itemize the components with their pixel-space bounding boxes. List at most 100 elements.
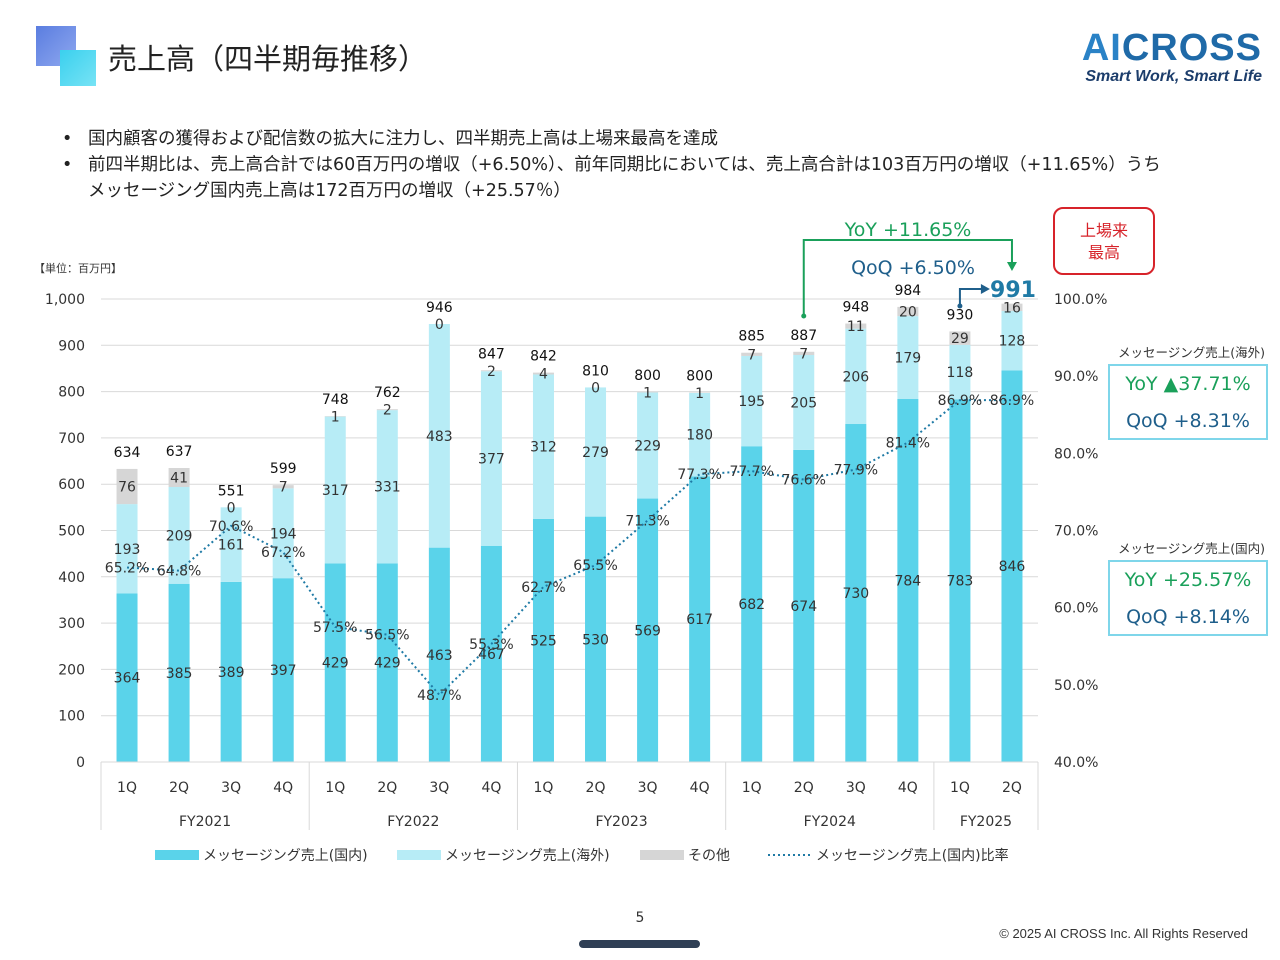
- legend-label: その他: [688, 848, 730, 864]
- overseas-bar: [585, 387, 607, 517]
- total-value-label: 948: [842, 300, 869, 316]
- ratio-value-label: 64.8%: [157, 564, 201, 580]
- total-value-label: 984: [894, 283, 921, 299]
- total-value-label: 885: [738, 329, 765, 345]
- total-value-label: 887: [790, 328, 817, 344]
- ratio-value-label: 86.9%: [938, 393, 982, 409]
- x-tick-label: 4Q: [481, 780, 501, 796]
- y2-tick-label: 70.0%: [1054, 524, 1098, 540]
- yoy-anchor-dot: [801, 313, 807, 319]
- qoq-bracket: [958, 288, 982, 306]
- legend-swatch: [640, 850, 684, 860]
- y-tick-label: 1,000: [45, 292, 85, 308]
- domestic-bar: [897, 399, 919, 762]
- axes: 01002003004005006007008009001,00040.0%50…: [45, 292, 1107, 830]
- overseas-bar: [741, 355, 763, 447]
- x-tick-label: 3Q: [638, 780, 658, 796]
- other-value-label: 1: [643, 385, 652, 401]
- domestic-value-label: 429: [322, 656, 349, 672]
- total-value-label: 748: [322, 392, 349, 408]
- ratio-value-label: 71.3%: [625, 513, 669, 529]
- y-tick-label: 200: [58, 662, 85, 678]
- total-value-label: 800: [634, 368, 661, 384]
- record-badge-line2: 最高: [1087, 243, 1120, 262]
- x-tick-label: 2Q: [794, 780, 814, 796]
- domestic-value-label: 463: [426, 648, 453, 664]
- other-bar: [116, 468, 138, 505]
- page-title: 売上高（四半期毎推移）: [108, 42, 428, 76]
- brand-logo: AICROSS Smart Work, Smart Life: [1052, 28, 1262, 86]
- y2-tick-label: 100.0%: [1054, 292, 1107, 308]
- overseas-bar: [116, 504, 138, 594]
- fiscal-year-label: FY2024: [804, 814, 856, 830]
- overseas-bar: [532, 374, 554, 519]
- ratio-value-label: 77.9%: [834, 463, 878, 479]
- y-tick-label: 900: [58, 338, 85, 354]
- y-tick-label: 400: [58, 570, 85, 586]
- ratio-value-label: 77.7%: [729, 464, 773, 480]
- overseas-value-label: 317: [322, 483, 349, 499]
- ratio-value-label: 62.7%: [521, 580, 565, 596]
- domestic-bar: [376, 563, 398, 762]
- overseas-value-label: 205: [790, 395, 817, 411]
- other-bar: [532, 372, 554, 375]
- domestic-value-label: 617: [686, 612, 713, 628]
- y-tick-label: 300: [58, 616, 85, 632]
- overseas-bar: [1001, 311, 1023, 371]
- domestic-bar: [741, 446, 763, 762]
- overseas-value-label: 209: [166, 528, 193, 544]
- overseas-bar: [689, 392, 711, 477]
- domestic-bar: [585, 516, 607, 762]
- other-bar: [376, 409, 398, 411]
- total-value-label: 810: [582, 363, 609, 379]
- ratio-value-label: 65.2%: [105, 561, 149, 577]
- other-value-label: 7: [279, 480, 288, 496]
- domestic-value-label: 364: [114, 671, 141, 687]
- other-value-label: 0: [435, 317, 444, 333]
- ratio-value-label: 76.6%: [782, 473, 826, 489]
- revenue-chart: 【単位：百万円】 3641937663465.2%3852094163764.8…: [34, 219, 1107, 864]
- domestic-value-label: 530: [582, 632, 609, 648]
- total-value-label: 946: [426, 300, 453, 316]
- fiscal-year-label: FY2022: [387, 814, 439, 830]
- total-value-label: 800: [686, 369, 713, 385]
- overseas-bar: [845, 328, 867, 425]
- overseas-value-label: 229: [634, 439, 661, 455]
- legend-swatch: [155, 850, 199, 860]
- domestic-value-label: 783: [947, 574, 974, 590]
- domestic-value-label: 682: [738, 597, 765, 613]
- y-tick-label: 700: [58, 431, 85, 447]
- overseas-value-label: 180: [686, 428, 713, 444]
- overseas-bar: [637, 392, 659, 499]
- overseas-value-label: 483: [426, 429, 453, 445]
- overseas-bar: [480, 371, 502, 546]
- grid-lines: [101, 298, 1038, 763]
- data-labels: 3641937663465.2%3852094163764.8%38916105…: [105, 283, 1034, 704]
- overseas-value-label: 312: [530, 440, 557, 456]
- x-tick-label: 3Q: [429, 780, 449, 796]
- domestic-value-label: 730: [842, 586, 869, 602]
- other-bar: [1001, 303, 1023, 312]
- fiscal-year-label: FY2023: [595, 814, 647, 830]
- latest-total-callout: 991: [990, 278, 1036, 303]
- ratio-value-label: 67.2%: [261, 545, 305, 561]
- domestic-value-label: 525: [530, 633, 557, 649]
- qoq-callout: QoQ +6.50%: [851, 257, 975, 279]
- legend-label: メッセージング売上(国内)比率: [816, 847, 1009, 864]
- y-tick-label: 600: [58, 477, 85, 493]
- overseas-bar: [949, 344, 971, 400]
- overseas-value-label: 161: [218, 538, 245, 554]
- domestic-qoq: QoQ +8.14%: [1126, 606, 1250, 628]
- x-tick-label: 1Q: [325, 780, 345, 796]
- domestic-growth-box: YoY +25.57% QoQ +8.14%: [1108, 560, 1268, 636]
- x-tick-label: 4Q: [273, 780, 293, 796]
- domestic-bar: [324, 563, 346, 762]
- overseas-bar: [793, 355, 815, 450]
- y-tick-label: 100: [58, 709, 85, 725]
- domestic-value-label: 569: [634, 623, 661, 639]
- y2-tick-label: 60.0%: [1054, 601, 1098, 617]
- total-value-label: 762: [374, 385, 401, 401]
- domestic-bar: [272, 578, 294, 762]
- yoy-callout: YoY +11.65%: [844, 219, 972, 241]
- x-tick-label: 4Q: [898, 780, 918, 796]
